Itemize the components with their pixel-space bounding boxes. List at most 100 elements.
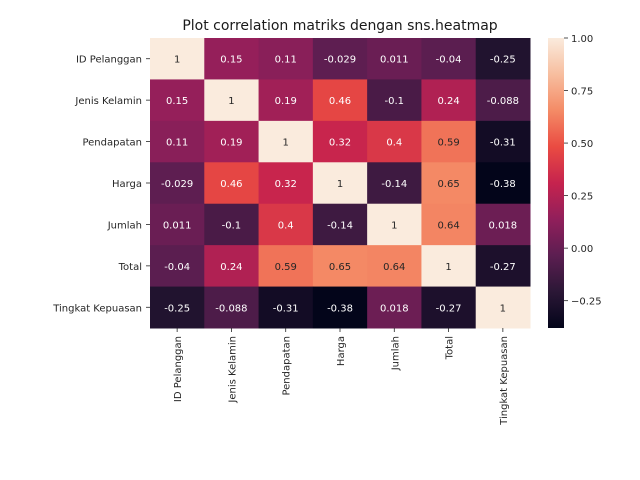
cell-annotation: 0.011 bbox=[163, 220, 192, 231]
x-tick-label: ID Pelanggan bbox=[173, 336, 184, 402]
x-tick-label: Harga bbox=[336, 336, 347, 366]
heatmap-cell bbox=[421, 162, 477, 205]
cell-annotation: 1 bbox=[174, 55, 180, 66]
heatmap-cell bbox=[421, 203, 477, 246]
heatmap-cell bbox=[150, 162, 205, 205]
heatmap-cell bbox=[312, 120, 368, 163]
heatmap-cell bbox=[475, 38, 531, 80]
cell-annotation: 0.59 bbox=[437, 138, 459, 149]
heatmap-cell bbox=[258, 120, 314, 163]
cell-annotation: -0.38 bbox=[327, 303, 353, 314]
colorbar-tick-label: 0.00 bbox=[571, 244, 593, 255]
cell-annotation: 0.19 bbox=[220, 138, 242, 149]
heatmap-cells bbox=[150, 38, 531, 329]
heatmap-cell bbox=[312, 245, 368, 288]
colorbar bbox=[548, 38, 564, 328]
x-tick-label: Total bbox=[445, 336, 456, 360]
heatmap-cell bbox=[150, 203, 205, 246]
cell-annotation: 0.018 bbox=[380, 303, 409, 314]
cell-annotation: 0.011 bbox=[380, 55, 409, 66]
y-tick-label: Tingkat Kepuasan bbox=[52, 303, 142, 314]
cell-annotation: 1 bbox=[391, 220, 397, 231]
cell-annotation: 0.15 bbox=[166, 96, 188, 107]
x-tick-labels: ID Pelanggan Jenis Kelamin Pendapatan Harga… bbox=[173, 328, 510, 426]
cell-annotation: 0.4 bbox=[386, 138, 402, 149]
cell-annotation: 1 bbox=[445, 262, 451, 273]
cell-annotation: 0.11 bbox=[275, 55, 297, 66]
cell-annotation: 0.64 bbox=[383, 262, 405, 273]
colorbar-tick-label: 1.00 bbox=[571, 34, 593, 45]
heatmap-cell bbox=[421, 38, 477, 80]
heatmap-cell bbox=[204, 79, 260, 122]
heatmap-cell bbox=[204, 286, 260, 329]
heatmap-cell bbox=[258, 79, 314, 122]
cell-annotation: -0.25 bbox=[490, 55, 516, 66]
cell-annotations: 1 0.15 0.11 -0.029 0.011 -0.04 -0.25 0.15 1 0.19 0… bbox=[161, 55, 519, 315]
y-tick-label: Pendapatan bbox=[82, 138, 142, 149]
heatmap-cell bbox=[312, 203, 368, 246]
heatmap-cell bbox=[421, 79, 477, 122]
heatmap-cell bbox=[367, 120, 422, 163]
heatmap-cell bbox=[367, 286, 422, 329]
heatmap-cell bbox=[312, 286, 368, 329]
heatmap-cell bbox=[475, 203, 531, 246]
heatmap-cell bbox=[258, 162, 314, 205]
y-tick-label: Total bbox=[118, 262, 142, 273]
colorbar-tick-label: 0.50 bbox=[571, 139, 593, 150]
y-tick-labels: ID Pelanggan Jenis Kelamin Pendapatan Harga… bbox=[52, 55, 150, 314]
cell-annotation: -0.029 bbox=[324, 55, 356, 66]
cell-annotation: 0.64 bbox=[437, 220, 459, 231]
cell-annotation: -0.088 bbox=[215, 303, 247, 314]
heatmap-cell bbox=[475, 120, 531, 163]
cell-annotation: 1 bbox=[337, 179, 343, 190]
cell-annotation: 0.018 bbox=[489, 220, 518, 231]
y-tick-label: Harga bbox=[112, 179, 142, 190]
cell-annotation: -0.14 bbox=[381, 179, 407, 190]
heatmap-cell bbox=[475, 162, 531, 205]
heatmap-cell bbox=[367, 38, 422, 80]
cell-annotation: -0.38 bbox=[490, 179, 516, 190]
cell-annotation: 0.32 bbox=[329, 138, 351, 149]
heatmap-cell bbox=[367, 203, 422, 246]
cell-annotation: 0.32 bbox=[275, 179, 297, 190]
heatmap-cell bbox=[258, 203, 314, 246]
x-tick-label: Jenis Kelamin bbox=[227, 336, 238, 404]
cell-annotation: 0.59 bbox=[275, 262, 297, 273]
cell-annotation: 0.11 bbox=[166, 138, 188, 149]
heatmap-cell bbox=[312, 79, 368, 122]
heatmap-cell bbox=[150, 38, 205, 80]
heatmap-cell bbox=[204, 120, 260, 163]
heatmap-cell bbox=[150, 79, 205, 122]
heatmap-cell bbox=[312, 38, 368, 80]
cell-annotation: -0.1 bbox=[222, 220, 242, 231]
cell-annotation: 1 bbox=[500, 303, 506, 314]
cell-annotation: -0.27 bbox=[490, 262, 516, 273]
cell-annotation: -0.029 bbox=[161, 179, 193, 190]
cell-annotation: -0.25 bbox=[164, 303, 190, 314]
heatmap-cell bbox=[258, 286, 314, 329]
x-tick-label: Tingkat Kepuasan bbox=[499, 336, 510, 426]
heatmap-cell bbox=[150, 120, 205, 163]
cell-annotation: 0.65 bbox=[329, 262, 351, 273]
heatmap-cell bbox=[150, 245, 205, 288]
heatmap-cell bbox=[204, 203, 260, 246]
heatmap-cell bbox=[367, 162, 422, 205]
cell-annotation: 0.46 bbox=[329, 96, 351, 107]
heatmap-cell bbox=[475, 286, 531, 329]
chart-title: Plot correlation matriks dengan sns.heat… bbox=[182, 18, 497, 34]
heatmap-cell bbox=[312, 162, 368, 205]
cell-annotation: 0.24 bbox=[220, 262, 242, 273]
heatmap-cell bbox=[258, 38, 314, 80]
colorbar-tick-label: 0.25 bbox=[571, 192, 593, 203]
x-tick-label: Jumlah bbox=[390, 336, 401, 371]
heatmap-cell bbox=[367, 79, 422, 122]
cell-annotation: -0.1 bbox=[385, 96, 405, 107]
cell-annotation: 0.24 bbox=[437, 96, 459, 107]
cell-annotation: 0.15 bbox=[220, 55, 242, 66]
heatmap-cell bbox=[421, 120, 477, 163]
heatmap-cell bbox=[475, 79, 531, 122]
y-tick-label: ID Pelanggan bbox=[76, 55, 142, 66]
cell-annotation: 1 bbox=[283, 138, 289, 149]
y-tick-label: Jenis Kelamin bbox=[74, 96, 142, 107]
